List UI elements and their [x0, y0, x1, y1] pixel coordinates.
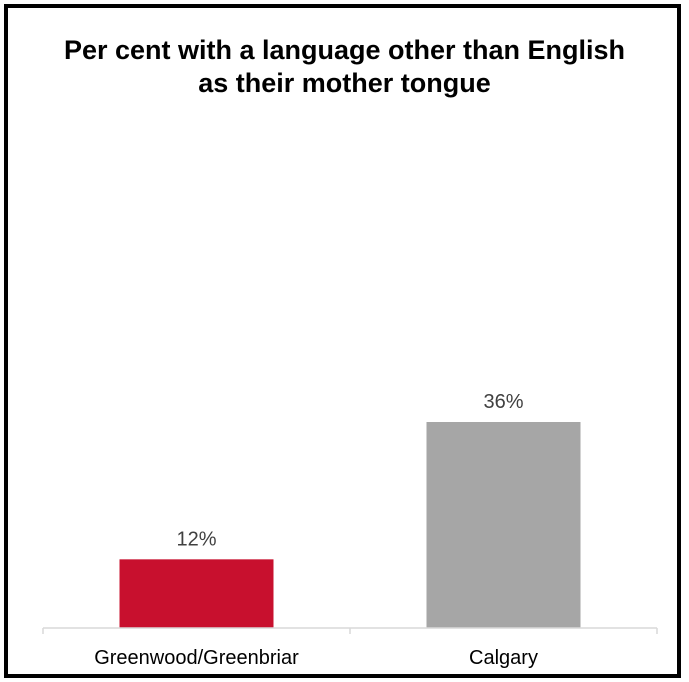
data-label: 36%	[483, 391, 523, 413]
chart-title: Per cent with a language other than Engl…	[63, 35, 626, 98]
label-group: 12% Greenwood/Greenbriar 36% Calgary	[94, 391, 538, 669]
category-label: Calgary	[469, 647, 538, 669]
bar-greenwood-greenbriar	[119, 559, 274, 628]
bar-group	[119, 422, 581, 628]
data-label: 12%	[176, 528, 216, 550]
category-label: Greenwood/Greenbriar	[94, 647, 299, 669]
x-axis-ticks	[42, 628, 658, 634]
bar-calgary	[426, 422, 581, 628]
